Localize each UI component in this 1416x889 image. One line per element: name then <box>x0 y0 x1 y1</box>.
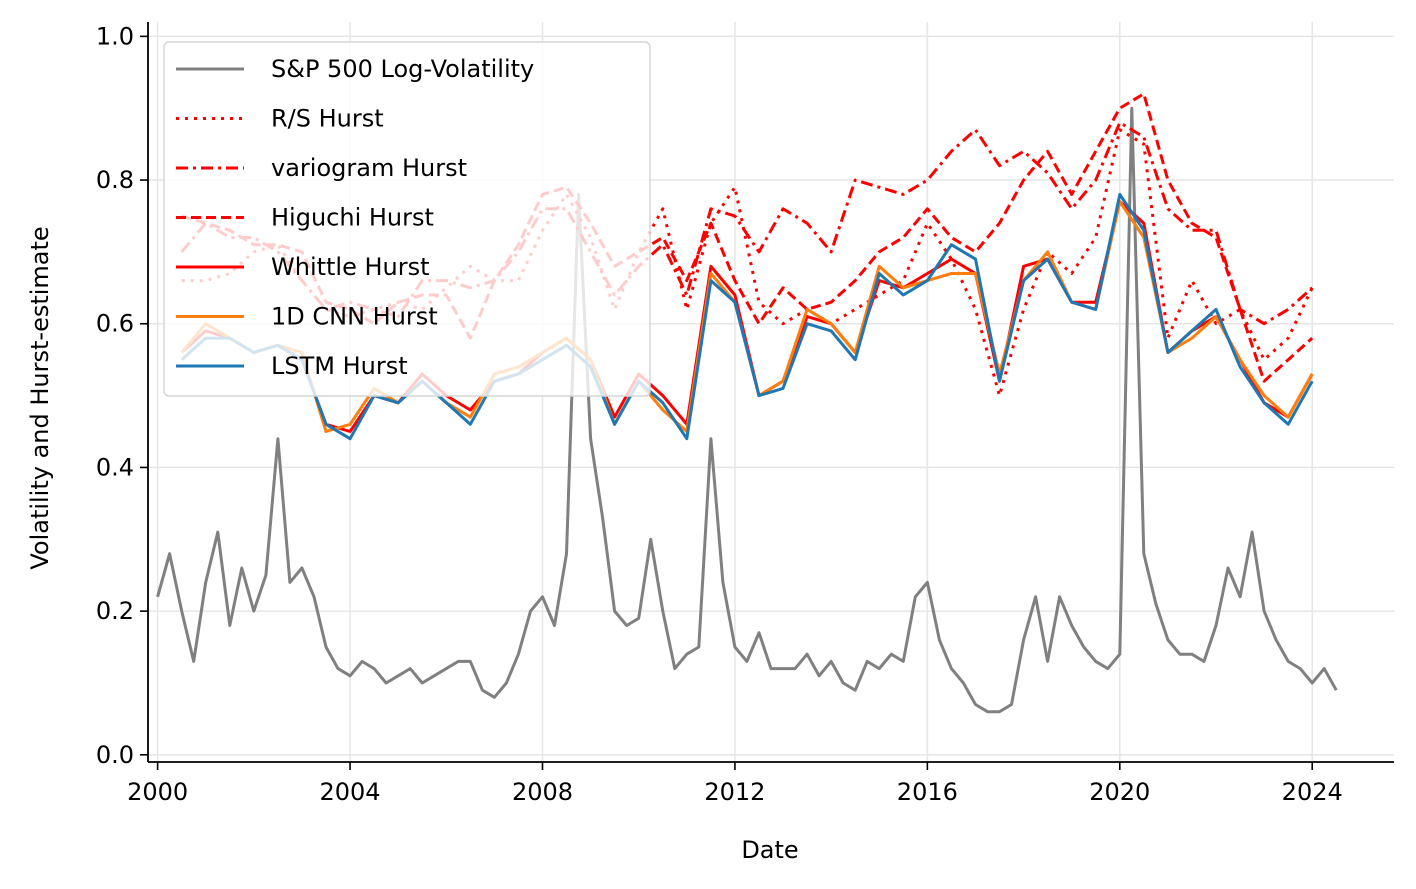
series-line-lstm-hurst <box>180 192 1314 441</box>
x-tick-label: 2008 <box>512 778 573 806</box>
series-line-sp500-log-volatility <box>156 106 1338 714</box>
x-axis-title: Date <box>741 836 798 864</box>
volatility-layer <box>156 106 1338 714</box>
x-tick-label: 2020 <box>1089 778 1150 806</box>
y-tick-label: 0.2 <box>96 597 134 625</box>
legend-label: Whittle Hurst <box>271 253 430 281</box>
legend-box <box>163 41 651 397</box>
x-tick-label: 2004 <box>320 778 381 806</box>
y-tick-label: 1.0 <box>96 22 134 50</box>
legend-label: 1D CNN Hurst <box>271 303 438 331</box>
y-tick-label: 0.6 <box>96 310 134 338</box>
hurst-layer <box>180 92 1314 441</box>
x-tick-label: 2012 <box>704 778 765 806</box>
legend-label: LSTM Hurst <box>271 352 408 380</box>
axes <box>147 22 1394 763</box>
y-axis-title: Volatility and Hurst-estimate <box>26 226 54 569</box>
y-tick-label: 0.0 <box>96 741 134 769</box>
y-tick-label: 0.8 <box>96 166 134 194</box>
legend-label: S&P 500 Log-Volatility <box>271 55 534 83</box>
legend-label: Higuchi Hurst <box>271 204 434 232</box>
legend-label: variogram Hurst <box>271 154 467 182</box>
x-tick-label: 2000 <box>127 778 188 806</box>
legend-label: R/S Hurst <box>271 105 384 133</box>
series-line-variogram-hurst <box>180 121 1314 326</box>
x-tick-label: 2016 <box>897 778 958 806</box>
legend: S&P 500 Log-Volatility R/S Hurst variogram… <box>163 41 651 397</box>
series-line-r-s-hurst <box>181 128 1314 398</box>
y-tick-label: 0.4 <box>96 453 134 481</box>
y-ticks: 0.0 0.2 0.4 0.6 0.8 1.0 <box>96 22 148 769</box>
x-tick-label: 2024 <box>1282 778 1343 806</box>
x-ticks: 2000 2004 2008 2012 2016 2020 2024 <box>127 762 1343 806</box>
